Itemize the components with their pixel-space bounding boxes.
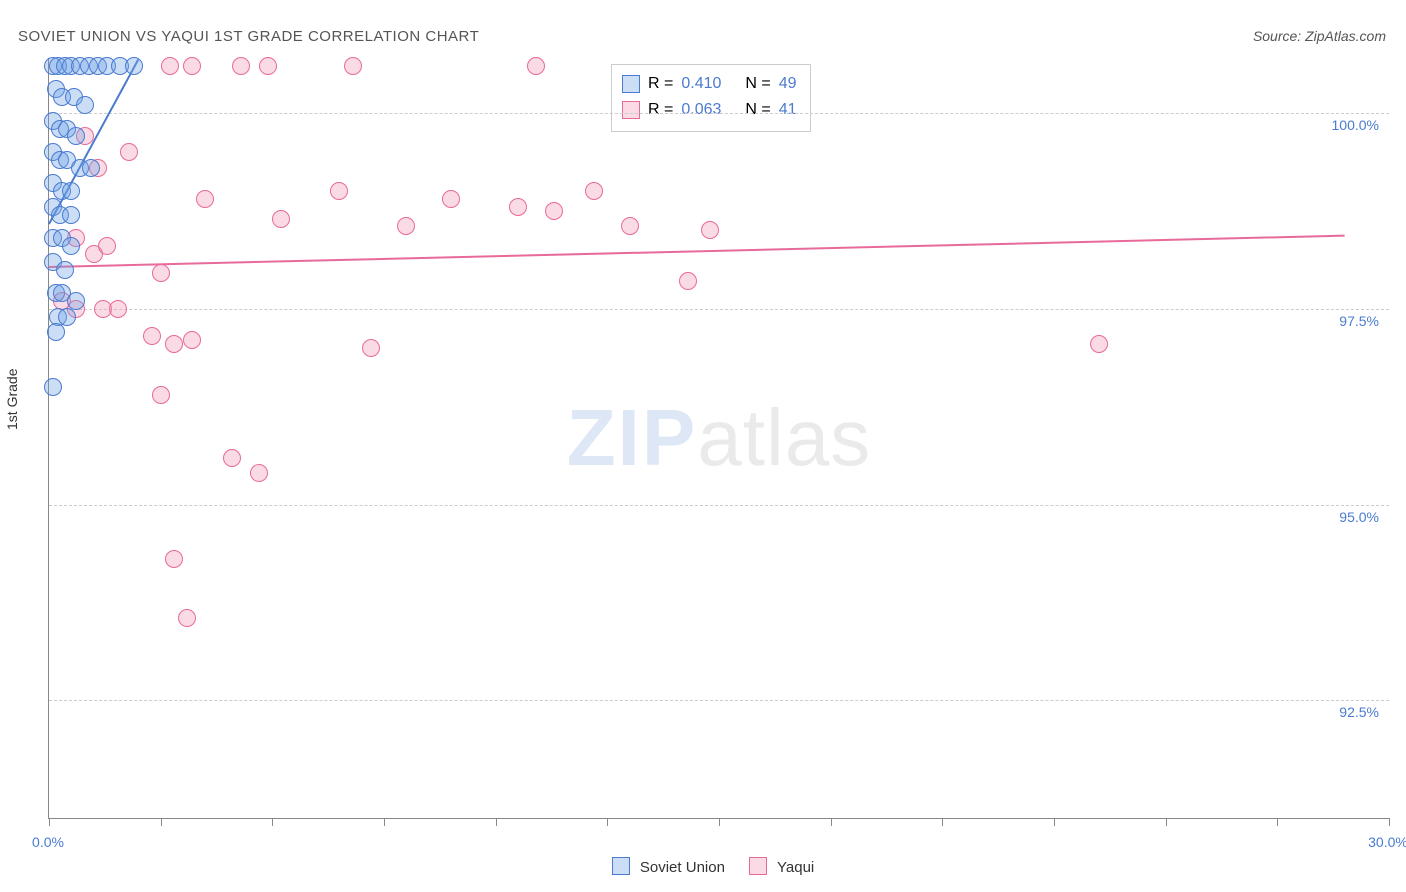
- grid-line: [49, 309, 1389, 310]
- x-tick: [831, 818, 832, 826]
- x-tick: [272, 818, 273, 826]
- r-label: R =: [648, 101, 673, 119]
- data-point: [701, 221, 719, 239]
- data-point: [161, 57, 179, 75]
- data-point: [585, 182, 603, 200]
- data-point: [120, 143, 138, 161]
- data-point: [98, 237, 116, 255]
- x-tick-label: 30.0%: [1368, 834, 1406, 850]
- r-value-soviet: 0.410: [681, 75, 737, 93]
- grid-line: [49, 700, 1389, 701]
- data-point: [76, 96, 94, 114]
- x-tick: [384, 818, 385, 826]
- r-value-yaqui: 0.063: [681, 101, 737, 119]
- legend-row-soviet: R = 0.410 N = 49: [622, 71, 796, 97]
- data-point: [152, 386, 170, 404]
- data-point: [509, 198, 527, 216]
- data-point: [125, 57, 143, 75]
- data-point: [165, 550, 183, 568]
- data-point: [62, 237, 80, 255]
- data-point: [58, 308, 76, 326]
- data-point: [259, 57, 277, 75]
- legend-swatch-yaqui: [622, 101, 640, 119]
- data-point: [545, 202, 563, 220]
- data-point: [143, 327, 161, 345]
- y-axis-label: 1st Grade: [4, 369, 20, 430]
- n-label: N =: [745, 75, 770, 93]
- data-point: [232, 57, 250, 75]
- data-point: [330, 182, 348, 200]
- x-tick: [49, 818, 50, 826]
- x-tick: [496, 818, 497, 826]
- x-tick: [942, 818, 943, 826]
- legend-label-yaqui: Yaqui: [777, 859, 814, 876]
- data-point: [47, 323, 65, 341]
- scatter-plot-area: ZIPatlas R = 0.410 N = 49 R = 0.063 N = …: [48, 58, 1389, 819]
- data-point: [362, 339, 380, 357]
- data-point: [272, 210, 290, 228]
- data-point: [152, 264, 170, 282]
- n-value-soviet: 49: [779, 75, 797, 93]
- data-point: [442, 190, 460, 208]
- data-point: [621, 217, 639, 235]
- x-tick: [719, 818, 720, 826]
- data-point: [109, 300, 127, 318]
- x-tick: [161, 818, 162, 826]
- data-point: [62, 206, 80, 224]
- legend-swatch-soviet: [622, 75, 640, 93]
- y-tick-label: 92.5%: [1339, 704, 1379, 720]
- series-legend: Soviet Union Yaqui: [0, 857, 1406, 876]
- chart-title: SOVIET UNION VS YAQUI 1ST GRADE CORRELAT…: [18, 28, 479, 45]
- data-point: [183, 331, 201, 349]
- data-point: [183, 57, 201, 75]
- source-attribution: Source: ZipAtlas.com: [1253, 28, 1386, 44]
- data-point: [1090, 335, 1108, 353]
- data-point: [178, 609, 196, 627]
- legend-row-yaqui: R = 0.063 N = 41: [622, 97, 796, 123]
- grid-line: [49, 505, 1389, 506]
- watermark: ZIPatlas: [567, 392, 871, 484]
- legend-swatch-yaqui-bottom: [749, 857, 767, 875]
- x-tick: [1054, 818, 1055, 826]
- data-point: [250, 464, 268, 482]
- data-point: [196, 190, 214, 208]
- r-label: R =: [648, 75, 673, 93]
- y-tick-label: 97.5%: [1339, 313, 1379, 329]
- correlation-legend: R = 0.410 N = 49 R = 0.063 N = 41: [611, 64, 811, 132]
- data-point: [223, 449, 241, 467]
- data-point: [44, 378, 62, 396]
- legend-swatch-soviet-bottom: [612, 857, 630, 875]
- y-tick-label: 100.0%: [1332, 117, 1379, 133]
- data-point: [397, 217, 415, 235]
- data-point: [527, 57, 545, 75]
- x-tick: [1389, 818, 1390, 826]
- x-tick: [1166, 818, 1167, 826]
- data-point: [344, 57, 362, 75]
- grid-line: [49, 113, 1389, 114]
- x-tick: [607, 818, 608, 826]
- y-tick-label: 95.0%: [1339, 509, 1379, 525]
- watermark-zip: ZIP: [567, 393, 697, 482]
- data-point: [679, 272, 697, 290]
- n-label: N =: [745, 101, 770, 119]
- legend-label-soviet: Soviet Union: [640, 859, 725, 876]
- x-tick-label: 0.0%: [32, 834, 64, 850]
- n-value-yaqui: 41: [779, 101, 797, 119]
- data-point: [82, 159, 100, 177]
- data-point: [62, 182, 80, 200]
- data-point: [165, 335, 183, 353]
- trend-line: [49, 234, 1344, 267]
- data-point: [56, 261, 74, 279]
- x-tick: [1277, 818, 1278, 826]
- data-point: [67, 127, 85, 145]
- watermark-atlas: atlas: [697, 393, 871, 482]
